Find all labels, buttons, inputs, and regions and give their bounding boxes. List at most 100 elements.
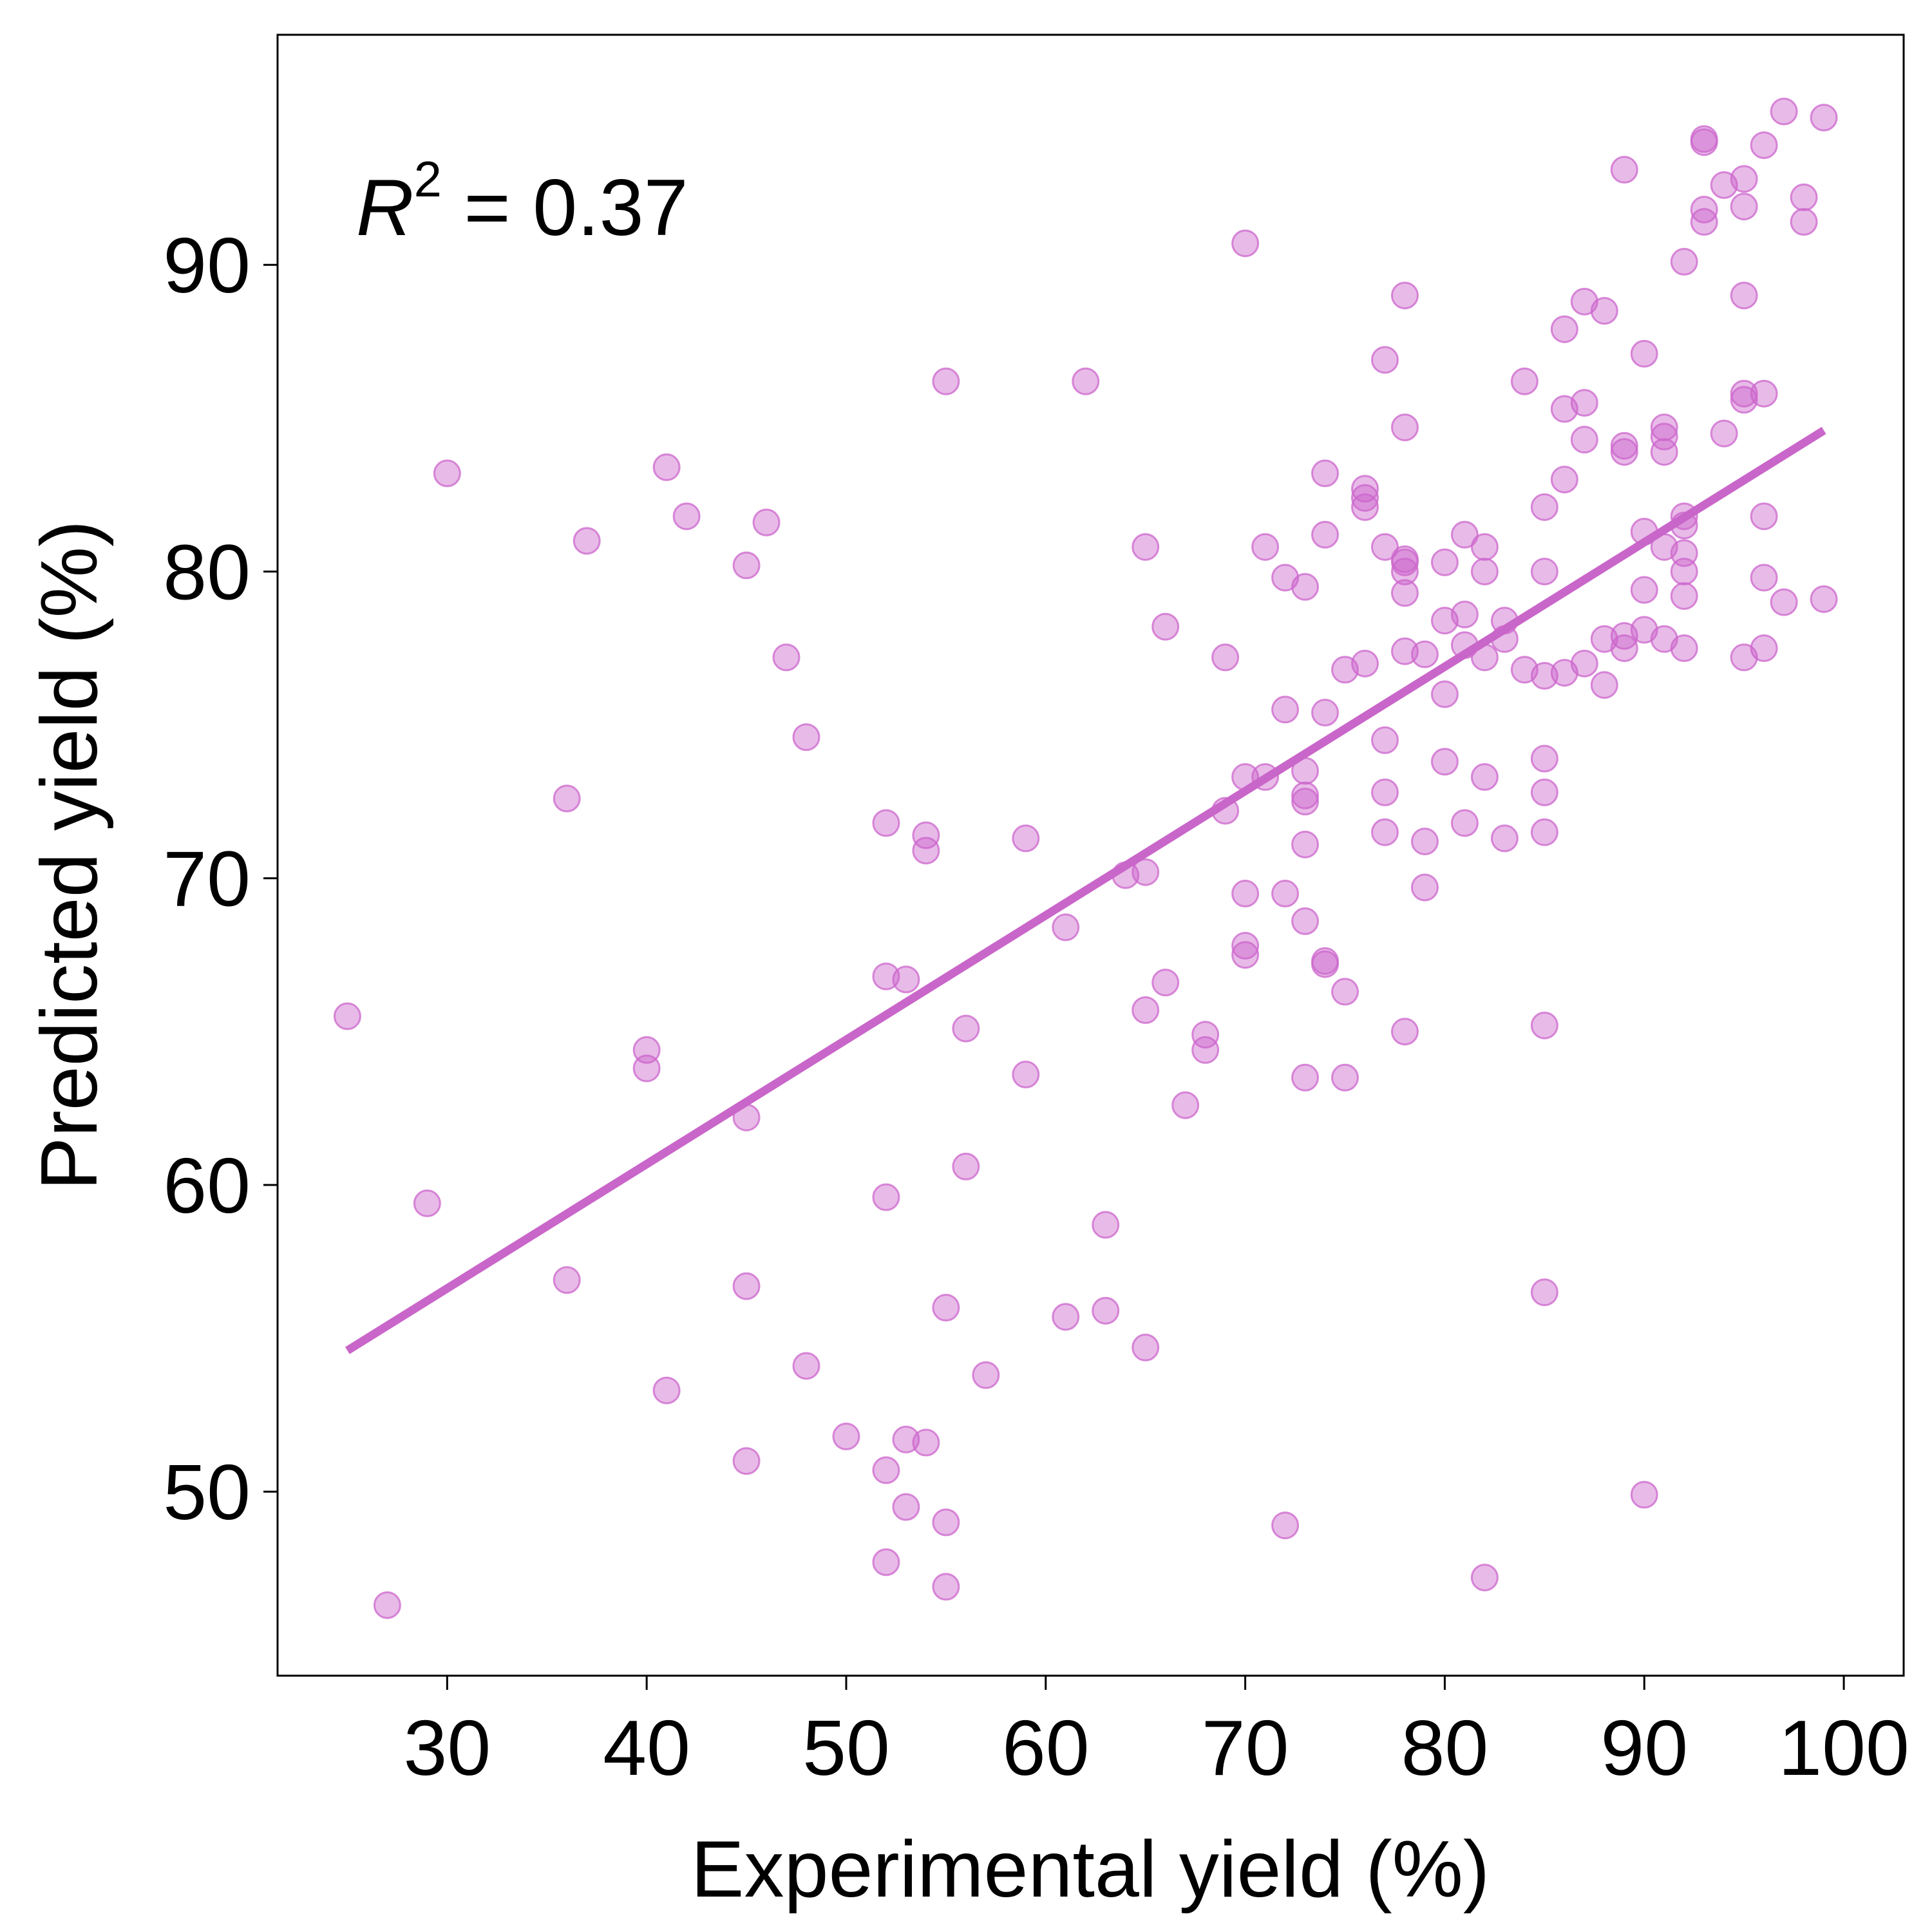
data-point <box>1430 748 1459 776</box>
data-point <box>892 965 920 994</box>
x-tick-label: 80 <box>1401 1704 1489 1792</box>
data-point <box>1750 634 1778 663</box>
data-point <box>1211 643 1240 672</box>
r-squared-exponent: 2 <box>414 151 442 207</box>
data-point <box>1530 661 1558 690</box>
x-tick-label: 70 <box>1202 1704 1289 1792</box>
data-point <box>1810 104 1838 132</box>
data-point <box>1251 533 1280 561</box>
data-point <box>1370 533 1399 561</box>
data-point <box>1450 809 1479 837</box>
data-point <box>1570 649 1598 677</box>
data-point <box>932 367 960 395</box>
data-point <box>553 1266 581 1294</box>
data-point <box>1291 788 1320 816</box>
data-point <box>732 1447 761 1475</box>
data-point <box>952 1014 980 1043</box>
data-point <box>1590 671 1618 699</box>
y-tick-label: 50 <box>163 1448 251 1536</box>
x-tick-label: 40 <box>603 1704 690 1792</box>
r-squared-value: = 0.37 <box>442 164 688 252</box>
regression-line <box>345 426 1826 1354</box>
data-point <box>1390 637 1419 665</box>
data-point <box>932 1508 960 1537</box>
data-point <box>1350 649 1379 677</box>
data-point <box>1650 438 1678 466</box>
data-point <box>1670 634 1698 663</box>
data-point <box>1132 996 1160 1025</box>
x-tick-label: 60 <box>1002 1704 1090 1792</box>
data-point <box>1350 493 1379 521</box>
data-point <box>413 1189 441 1218</box>
data-point <box>1630 576 1658 604</box>
data-point <box>1311 699 1340 727</box>
data-point <box>1490 824 1519 853</box>
data-point <box>872 1548 900 1577</box>
data-point <box>1132 858 1160 886</box>
data-point <box>1331 978 1359 1006</box>
data-point <box>1730 165 1758 193</box>
data-point <box>1311 520 1340 549</box>
data-point <box>1390 579 1419 607</box>
data-point <box>1191 1036 1220 1064</box>
data-point <box>1291 830 1320 858</box>
data-point <box>1710 419 1738 448</box>
data-point <box>1530 1011 1558 1039</box>
data-point <box>1390 281 1419 310</box>
data-point <box>892 1425 920 1454</box>
data-point <box>1610 156 1638 184</box>
data-point <box>1012 824 1040 853</box>
data-point <box>1231 229 1260 258</box>
data-point <box>1331 1063 1359 1092</box>
data-point <box>1770 97 1798 126</box>
data-point <box>1092 1211 1120 1239</box>
data-point <box>672 502 701 531</box>
data-point <box>1610 634 1638 663</box>
data-point <box>752 508 781 536</box>
data-point <box>1650 422 1678 451</box>
data-point <box>1410 873 1439 902</box>
data-point <box>952 1152 980 1180</box>
data-point <box>1630 1481 1658 1509</box>
data-point <box>1470 557 1499 585</box>
data-point <box>1370 346 1399 374</box>
plot-frame <box>276 33 1905 1677</box>
r-squared-annotation: R2 = 0.37 <box>356 151 688 252</box>
x-axis: 30 40 50 60 70 80 90 100 <box>403 1676 1909 1792</box>
data-point <box>1470 763 1499 791</box>
data-point <box>792 1352 820 1380</box>
data-point <box>1052 1303 1080 1331</box>
data-point <box>892 1493 920 1521</box>
data-point <box>1670 582 1698 611</box>
data-point <box>1530 818 1558 846</box>
data-point <box>1052 913 1080 942</box>
data-point <box>732 551 761 580</box>
data-point <box>1151 612 1180 641</box>
data-point <box>1790 208 1818 236</box>
data-point <box>1410 640 1439 668</box>
data-point <box>652 453 681 482</box>
x-tick-label: 100 <box>1778 1704 1909 1792</box>
data-point <box>1630 339 1658 368</box>
data-point <box>1012 1061 1040 1089</box>
data-point <box>1530 778 1558 806</box>
data-point <box>652 1376 681 1405</box>
data-point <box>832 1423 860 1451</box>
y-axis: 50 60 70 80 90 <box>163 222 278 1536</box>
data-point <box>1570 426 1598 454</box>
data-point <box>1390 413 1419 442</box>
x-tick-label: 30 <box>403 1704 491 1792</box>
data-point <box>732 1272 761 1300</box>
y-tick-label: 90 <box>163 222 251 309</box>
data-point <box>912 1428 940 1457</box>
x-axis-label: Experimental yield (%) <box>691 1825 1490 1914</box>
data-point <box>1132 1333 1160 1361</box>
data-point <box>433 459 461 488</box>
data-point <box>1550 315 1578 343</box>
data-point <box>1750 502 1778 531</box>
data-point <box>1570 389 1598 417</box>
data-point <box>1092 1296 1120 1325</box>
data-point <box>1650 413 1678 442</box>
data-point <box>1530 1278 1558 1307</box>
